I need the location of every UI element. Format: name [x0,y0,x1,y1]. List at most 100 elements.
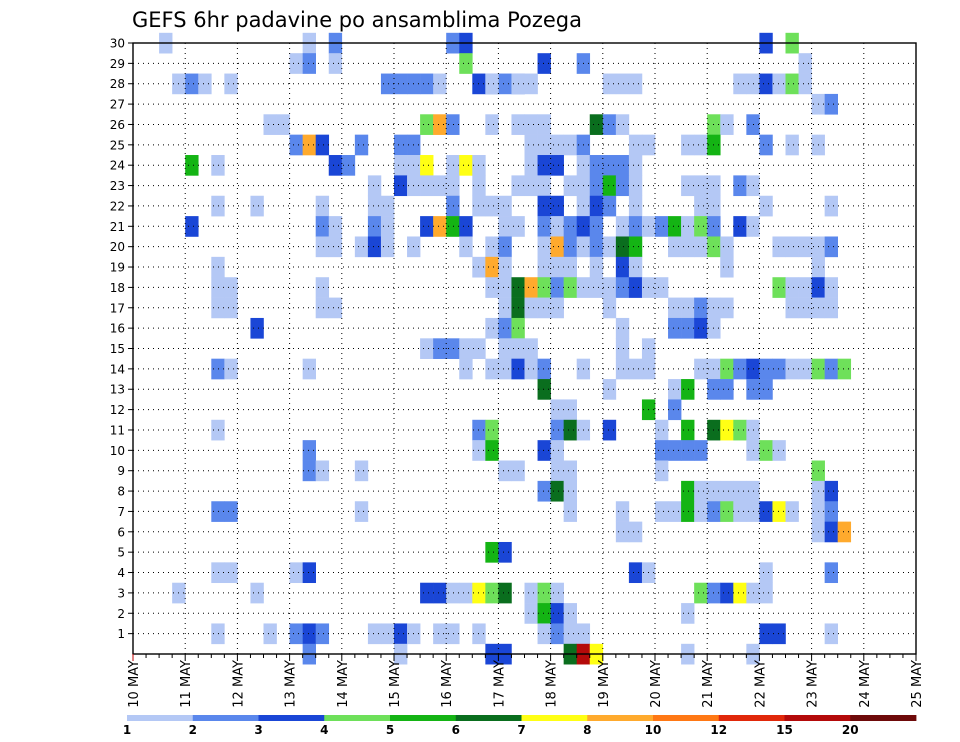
heatmap-cell [563,216,577,237]
heatmap-cell [720,297,734,319]
heatmap-cell [367,175,382,197]
heatmap-cell [759,440,773,461]
heatmap-cell [394,175,408,197]
heatmap-cell [602,379,617,400]
heatmap-cell [537,603,551,624]
heatmap-cell [824,501,838,522]
heatmap-cell [759,582,773,604]
heatmap-cell [628,562,643,584]
heatmap-cell [550,216,564,237]
heatmap-cell [668,440,682,461]
x-tick-label: 23 MAY [806,660,821,708]
y-tick-label: 25 [110,138,125,152]
y-tick-label: 22 [110,199,125,213]
heatmap-cell [420,73,434,95]
heatmap-cell [498,541,512,563]
heatmap-cell [798,236,812,258]
heatmap-cell [759,134,773,156]
heatmap-cell [302,562,316,584]
heatmap-cell [537,195,551,217]
y-axis: 1234567891011121314151617181920212223242… [110,37,133,641]
heatmap-cell [315,236,330,258]
heatmap-cell [628,358,643,380]
heatmap-cell [485,582,499,604]
heatmap-cell [824,277,838,298]
y-tick-label: 30 [110,37,125,51]
heatmap-cell [720,501,734,522]
heatmap-cell [328,297,343,319]
heatmap-cell [733,501,747,522]
heatmap-cell [394,155,408,176]
heatmap-cell [720,358,734,380]
heatmap-cell [628,277,643,298]
heatmap-cell [485,195,499,217]
heatmap-cell [328,216,343,237]
heatmap-cell [524,114,538,135]
heatmap-cell [185,216,199,237]
colorbar-swatch [718,715,785,721]
heatmap-cell [328,53,343,74]
y-tick-label: 18 [110,281,125,295]
heatmap-cell [224,73,238,95]
heatmap-cell [798,53,812,74]
heatmap-cell [315,195,330,217]
y-tick-label: 8 [117,485,125,499]
heatmap-cell [524,338,538,359]
heatmap-cell [681,603,695,624]
heatmap-cell [824,562,838,584]
heatmap-cell [459,53,473,74]
heatmap-cell [759,379,773,400]
heatmap-cell [550,134,564,156]
heatmap-cell [211,419,225,441]
heatmap-cell [302,623,316,645]
x-tick-label: 25 MAY [910,660,925,708]
heatmap-cell [563,277,577,298]
heatmap-cell [563,256,577,278]
heatmap-cell [615,358,630,380]
colorbar-swatch [850,715,917,721]
heatmap-cell [628,175,643,197]
colorbar-swatch [653,715,720,721]
heatmap-cell [524,297,538,319]
heatmap-cell [824,358,838,380]
heatmap-cell [485,256,499,278]
heatmap-cell [250,317,264,339]
y-tick-label: 3 [117,586,125,600]
heatmap-cell [655,460,669,482]
heatmap-cell [315,297,330,319]
heatmap-cell [354,501,369,522]
heatmap-cell [354,134,369,156]
heatmap-cell [354,236,369,258]
heatmap-cell [198,73,212,95]
heatmap-cell [759,501,773,522]
heatmap-cell [720,114,734,135]
heatmap-cell [655,419,669,441]
heatmap-cell [537,582,551,604]
heatmap-cell [837,358,852,380]
heatmap-cell [615,501,630,522]
heatmap-cell [537,114,551,135]
heatmap-cell [628,216,643,237]
heatmap-cell [420,216,434,237]
heatmap-cell [824,236,838,258]
heatmap-cell [485,277,499,298]
heatmap-cell [668,236,682,258]
colorbar-label: 3 [254,723,262,737]
heatmap-cell [537,358,551,380]
heatmap-cell [459,358,473,380]
heatmap-cell [759,195,773,217]
heatmap-cell [785,236,799,258]
heatmap-cell [302,440,316,461]
heatmap-cell [250,582,264,604]
heatmap-cell [263,114,277,135]
heatmap-cell [550,297,564,319]
heatmap-cell [694,134,708,156]
colorbar-swatch [324,715,391,721]
colorbar-label: 8 [583,723,591,737]
x-tick-label: 24 MAY [858,660,873,708]
heatmap-cell [550,155,564,176]
x-axis: 10 MAY 11 MAY 12 MAY 13 MAY 14 MAY 15 MAY 16 M… [127,654,925,708]
heatmap-cell [615,155,630,176]
colorbar-label: 10 [645,723,662,737]
